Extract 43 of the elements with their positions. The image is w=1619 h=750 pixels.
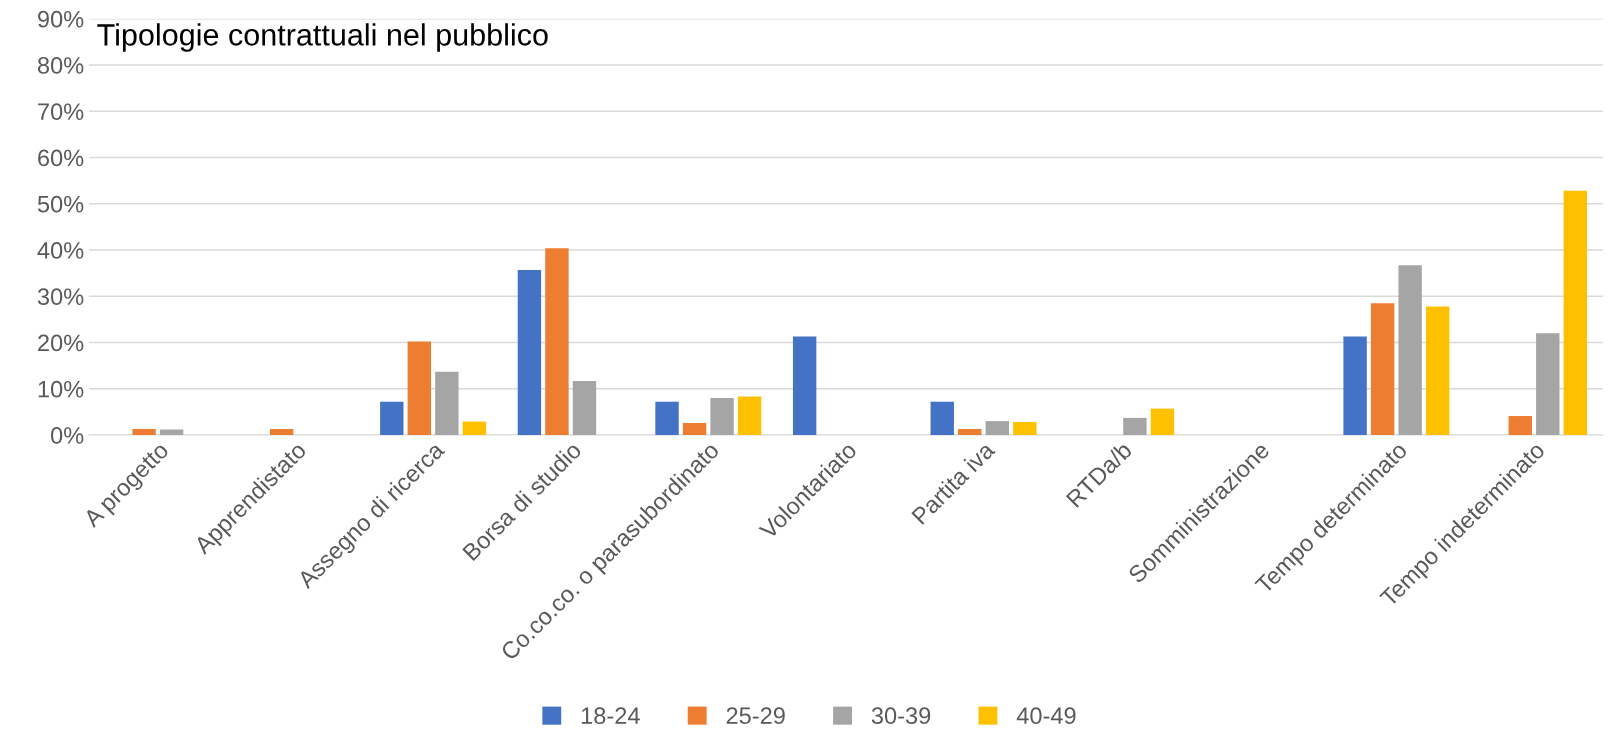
- bar: [985, 421, 1009, 435]
- bar: [1398, 265, 1422, 435]
- y-tick-label: 20%: [38, 334, 84, 352]
- chart-title: Tipologie contrattuali nel pubblico: [97, 23, 548, 52]
- bar: [159, 429, 184, 435]
- legend-label: 18-24: [581, 707, 640, 725]
- bar: [930, 401, 954, 435]
- bar: [737, 396, 762, 435]
- y-tick-label: 80%: [37, 57, 84, 74]
- bar: [380, 401, 404, 435]
- y-tick-label: 60%: [38, 149, 84, 167]
- bar: [1536, 333, 1560, 435]
- y-tick-label: 30%: [37, 288, 84, 306]
- bar: [545, 248, 569, 435]
- bar: [517, 269, 542, 435]
- bar: [1370, 303, 1395, 435]
- legend-label: 25-29: [726, 707, 785, 725]
- bar: [1425, 306, 1450, 435]
- bar: [655, 401, 679, 435]
- bar: [958, 428, 982, 435]
- legend-label: 40-49: [1016, 707, 1076, 725]
- bar: [270, 428, 294, 435]
- y-tick-label: 10%: [38, 380, 84, 398]
- y-tick-label: 40%: [37, 242, 84, 259]
- bar: [682, 422, 707, 435]
- bar: [1150, 408, 1175, 435]
- bar: [1013, 422, 1037, 435]
- legend-label: 30-39: [871, 707, 931, 725]
- y-tick-label: 70%: [38, 103, 84, 121]
- bar: [435, 371, 459, 435]
- bar: [792, 336, 817, 435]
- y-tick-label: 0%: [50, 427, 84, 444]
- bar: [572, 380, 597, 435]
- bar: [407, 341, 432, 435]
- bar: [1123, 417, 1147, 435]
- bar: [710, 398, 734, 435]
- bar: [1508, 416, 1532, 435]
- bar: [462, 421, 487, 435]
- y-tick-label: 90%: [38, 10, 84, 28]
- bar: [132, 428, 156, 435]
- bar: [1343, 336, 1367, 435]
- y-tick-label: 50%: [37, 195, 84, 213]
- bar: [1563, 190, 1587, 435]
